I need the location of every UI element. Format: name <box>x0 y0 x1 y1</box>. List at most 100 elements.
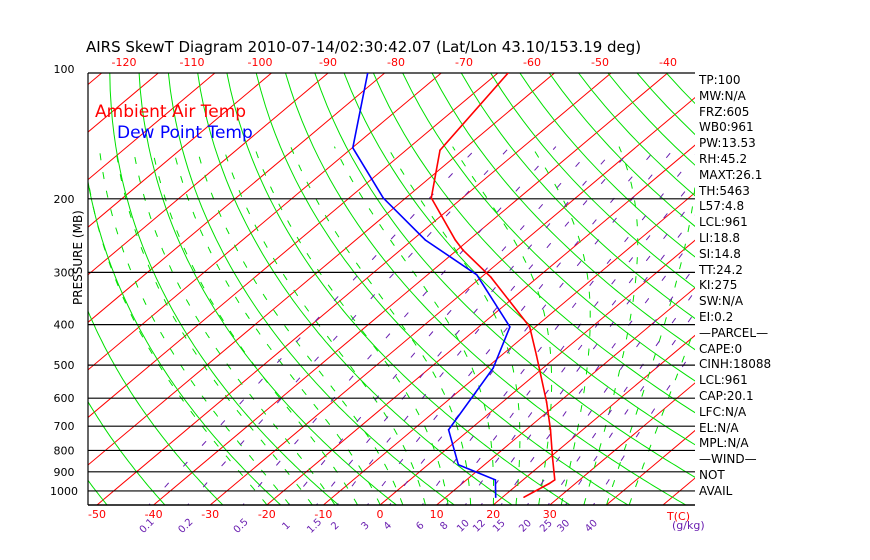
x-axis-label: T(C) <box>666 510 690 523</box>
moist-adiabat-line <box>151 146 358 505</box>
isotherm-line <box>379 239 695 505</box>
isotherm-line <box>210 96 695 505</box>
bottom-temp-tick-label: -40 <box>145 508 163 521</box>
mixing-ratio-tick-label: 8 <box>438 520 450 532</box>
dry-adiabat-line <box>402 73 695 382</box>
isotherm-line <box>266 144 695 505</box>
ambient-air-temp-point <box>454 239 457 241</box>
mixing-ratio-line <box>592 347 695 505</box>
dew-point-temp-point <box>475 274 478 276</box>
moist-adiabat-line <box>172 146 381 505</box>
pressure-tick-label: 900 <box>54 466 75 479</box>
dew-point-temp-point <box>382 197 385 199</box>
stat-item: LCL:961 <box>699 373 748 388</box>
bottom-temp-tick-label: 0 <box>377 508 384 521</box>
stat-item: KI:275 <box>699 278 738 293</box>
mixing-ratio-line <box>287 146 594 505</box>
stat-item: AVAIL <box>699 483 733 498</box>
isotherm-line <box>606 429 695 505</box>
top-temp-tick-label: -90 <box>319 56 337 69</box>
stat-item: MW:N/A <box>699 88 746 103</box>
moist-adiabat-line <box>222 146 426 505</box>
ambient-air-temp-line <box>430 73 556 498</box>
stat-item: CINH:18088 <box>699 357 772 372</box>
stat-item: RH:45.2 <box>699 152 748 166</box>
top-temp-tick-label: -50 <box>591 56 609 69</box>
isotherm-line <box>88 73 329 276</box>
stat-item: EL:N/A <box>699 420 739 435</box>
bottom-temp-tick-label: 30 <box>543 508 557 521</box>
ambient-air-temp-point <box>545 401 548 403</box>
pressure-tick-label: 700 <box>54 420 75 433</box>
dry-adiabat-line <box>167 73 456 505</box>
ambient-air-temp-point <box>523 496 525 498</box>
bottom-temp-tick-label: -30 <box>201 508 219 521</box>
isotherm-line <box>436 287 695 505</box>
ambient-air-temp-point <box>462 249 464 251</box>
mixing-ratio-line <box>186 146 511 505</box>
dry-adiabat-line <box>88 309 224 505</box>
mixing-ratio-line <box>421 154 695 505</box>
stat-item: MPL:N/A <box>699 436 749 451</box>
top-temp-tick-label: -60 <box>523 56 541 69</box>
stat-item: TH:5463 <box>699 183 750 198</box>
ambient-air-temp-point <box>507 73 509 74</box>
ambient-air-temp-point <box>439 149 441 151</box>
dry-adiabat-line <box>226 73 571 505</box>
mixing-ratio-tick-label: 1 <box>280 520 292 532</box>
mixing-ratio-tick-label: 0.2 <box>176 517 195 536</box>
stat-item: LI:18.8 <box>699 231 740 245</box>
ambient-air-temp-point <box>535 354 538 356</box>
dew-point-temp-point <box>366 73 369 74</box>
mixing-ratio-tick-label: 0.5 <box>232 517 251 536</box>
moist-adiabat-line <box>88 176 268 505</box>
dew-point-temp-point <box>494 496 497 498</box>
stat-item: CAP:20.1 <box>699 389 754 403</box>
top-temp-tick-label: -70 <box>455 56 473 69</box>
ambient-air-temp-point <box>548 482 551 485</box>
mixing-ratio-line <box>526 265 695 505</box>
dry-adiabat-line <box>88 479 108 505</box>
chart-title: AIRS SkewT Diagram 2010-07-14/02:30:42.0… <box>86 38 641 56</box>
isotherm-line <box>88 73 442 371</box>
top-temp-tick-label: -110 <box>180 56 205 69</box>
legend-dew-point-temp: Dew Point Temp <box>117 123 253 143</box>
mixing-ratio-tick-label: 40 <box>583 518 600 535</box>
moist-adiabat-line <box>195 146 404 505</box>
pressure-tick-label: 800 <box>54 444 75 457</box>
mixing-ratio-tick-label: 3 <box>359 520 371 532</box>
bottom-temp-tick-label: -20 <box>258 508 276 521</box>
pressure-tick-label: 300 <box>54 266 75 279</box>
mixing-ratio-line <box>315 146 617 505</box>
ambient-air-temp-point <box>490 276 492 278</box>
dry-adiabat-line <box>138 73 398 505</box>
dry-adiabat-line <box>460 73 695 320</box>
stat-item: PW:13.53 <box>699 136 756 151</box>
bottom-temp-tick-label: 10 <box>430 508 444 521</box>
ambient-air-temp-point <box>430 197 433 199</box>
mixing-ratio-line <box>148 146 479 505</box>
isotherm-line <box>153 73 669 505</box>
moist-adiabat-line <box>333 146 495 505</box>
bottom-temp-tick-label: -10 <box>314 508 332 521</box>
dry-adiabat-line <box>343 73 695 446</box>
bottom-temp-tick-label: 20 <box>486 508 500 521</box>
mixing-ratio-tick-label: 10 <box>455 518 472 535</box>
dry-adiabat-line <box>255 73 629 505</box>
pressure-tick-label: 200 <box>54 193 75 206</box>
dew-point-temp-point <box>352 146 354 149</box>
mixing-ratio-line <box>388 146 677 505</box>
moist-adiabat-line <box>531 146 591 505</box>
isotherm-line <box>493 334 695 505</box>
bottom-temp-tick-label: -50 <box>88 508 106 521</box>
pressure-tick-label: 400 <box>54 319 75 332</box>
isotherm-line <box>88 73 216 181</box>
stat-item: CAPE:0 <box>699 341 743 356</box>
mixing-ratio-unit-label: (g/kg) <box>672 519 705 532</box>
isotherm-line <box>88 73 272 228</box>
dry-adiabat-line <box>284 73 687 505</box>
stat-item: SW:N/A <box>699 294 744 309</box>
dry-adiabat-line <box>764 54 870 508</box>
top-temp-tick-label: -80 <box>387 56 405 69</box>
ambient-air-temp-point <box>528 326 531 328</box>
